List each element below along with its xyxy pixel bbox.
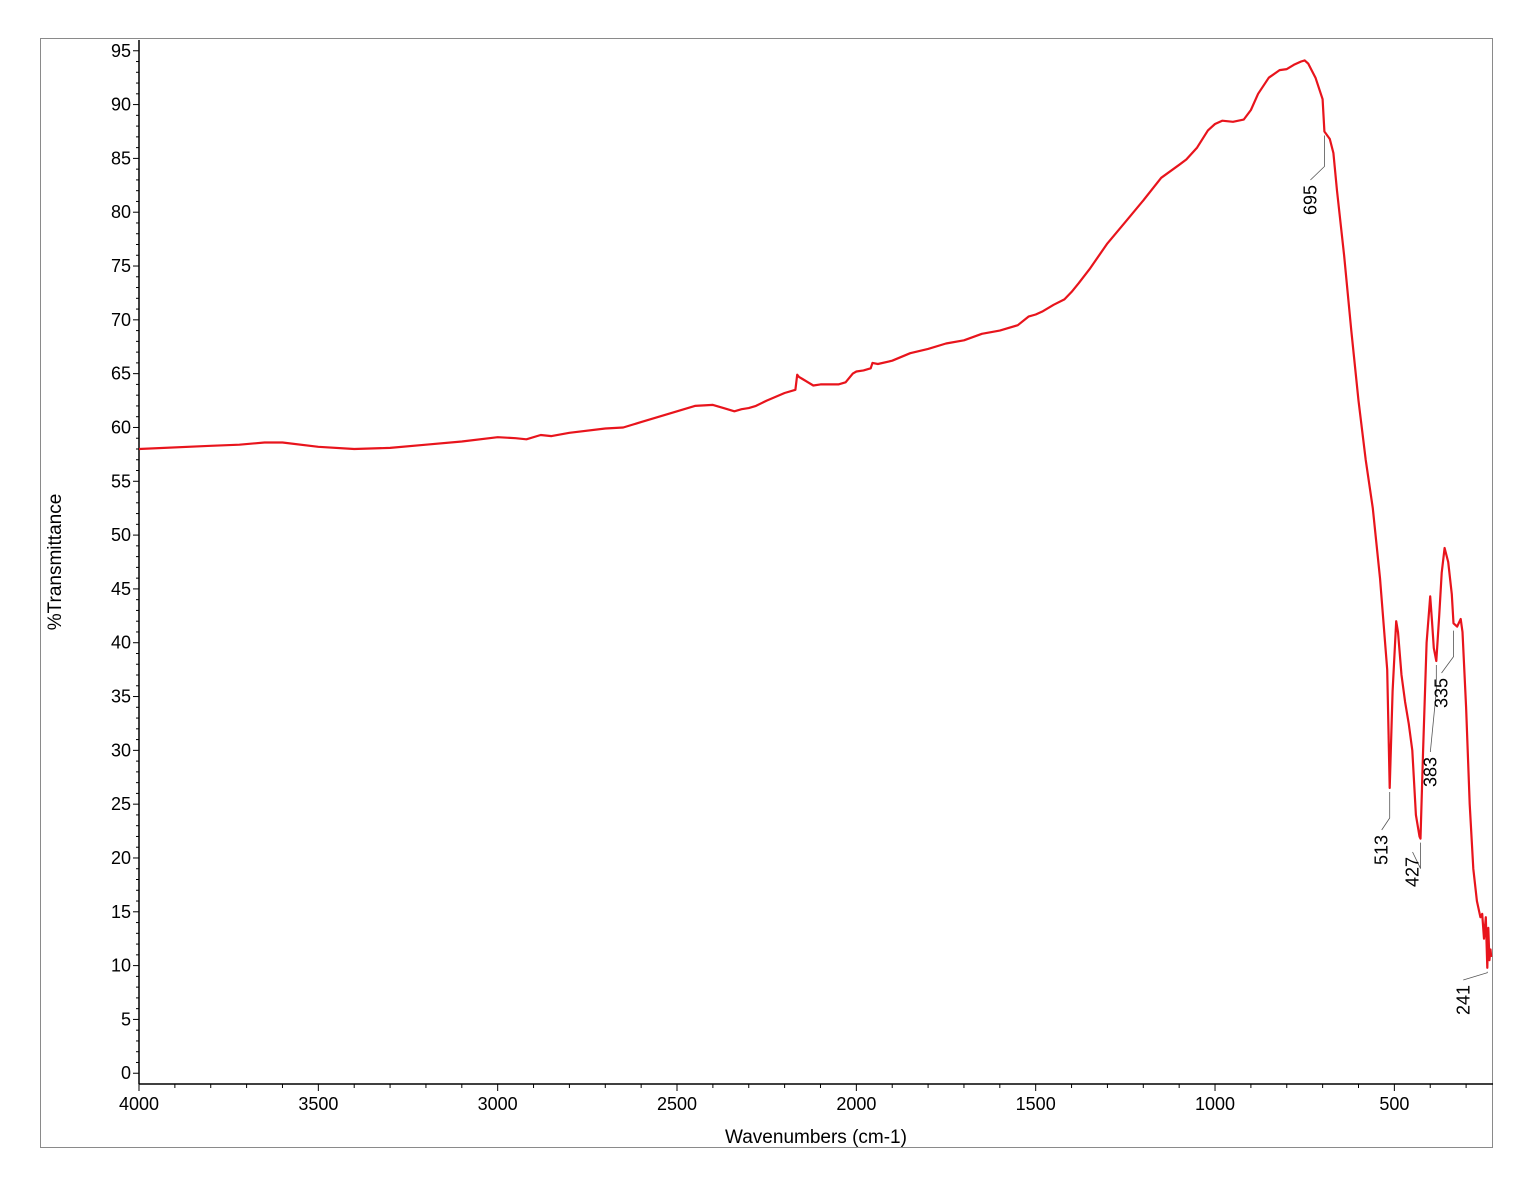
y-tick-label: 30 — [111, 740, 131, 760]
y-tick-label: 35 — [111, 687, 131, 707]
peak-annotation: 427 — [1403, 842, 1423, 887]
peak-leader-line — [1381, 792, 1391, 831]
peak-label: 695 — [1300, 185, 1320, 215]
peak-leader-line — [1441, 630, 1454, 674]
x-tick-label: 4000 — [119, 1094, 159, 1114]
y-tick-label: 95 — [111, 41, 131, 61]
peak-label: 241 — [1453, 985, 1473, 1015]
peak-leader-line — [1310, 135, 1325, 181]
y-tick-label: 85 — [111, 148, 131, 168]
x-tick-label: 500 — [1379, 1094, 1409, 1114]
y-tick-label: 55 — [111, 471, 131, 491]
x-tick-label: 2500 — [657, 1094, 697, 1114]
peak-label: 513 — [1372, 835, 1392, 865]
axes — [138, 40, 1493, 1085]
y-tick-label: 20 — [111, 848, 131, 868]
y-tick-label: 75 — [111, 256, 131, 276]
x-axis-title: Wavenumbers (cm-1) — [725, 1127, 907, 1148]
peak-annotation: 695 — [1300, 135, 1325, 215]
peak-annotation: 513 — [1372, 792, 1392, 865]
series-group — [138, 59, 1493, 969]
x-tick-label: 1000 — [1195, 1094, 1235, 1114]
y-tick-label: 25 — [111, 794, 131, 814]
peak-leader-line — [1429, 665, 1437, 753]
y-tick-label: 60 — [111, 417, 131, 437]
y-tick-label: 80 — [111, 202, 131, 222]
y-tick-label: 90 — [111, 95, 131, 115]
y-tick-label: 45 — [111, 579, 131, 599]
peak-leader-line — [1463, 971, 1488, 981]
y-tick-label: 10 — [111, 956, 131, 976]
y-axis-title: %Transmittance — [45, 494, 66, 631]
x-tick-label: 3000 — [478, 1094, 518, 1114]
spectrum-line-0 — [138, 59, 1493, 969]
y-tick-label: 65 — [111, 364, 131, 384]
y-axis-ticks: 0 5 10 15 20 25 30 35 40 45 50 55 60 65 70 75 80 85 90 95 — [111, 41, 139, 1083]
x-tick-label: 2000 — [836, 1094, 876, 1114]
x-axis-ticks: 4000 3500 3000 2500 2000 1500 1000 500 — [119, 1084, 1467, 1114]
peak-label: 335 — [1432, 678, 1452, 708]
x-tick-label: 3500 — [298, 1094, 338, 1114]
y-tick-label: 0 — [121, 1063, 131, 1083]
peak-annotation: 335 — [1432, 630, 1454, 708]
peak-annotation: 383 — [1420, 665, 1440, 787]
y-tick-label: 15 — [111, 902, 131, 922]
peak-label: 383 — [1420, 757, 1440, 787]
y-tick-label: 40 — [111, 633, 131, 653]
x-tick-label: 1500 — [1016, 1094, 1056, 1114]
peak-annotations: 695 513 427 383 335 241 — [1300, 135, 1488, 1015]
peak-annotation: 241 — [1453, 971, 1488, 1015]
y-tick-label: 5 — [121, 1009, 131, 1029]
y-tick-label: 70 — [111, 310, 131, 330]
y-tick-label: 50 — [111, 525, 131, 545]
peak-label: 427 — [1403, 857, 1423, 887]
peak-leader-line — [1412, 842, 1421, 869]
chart-frame — [40, 38, 1493, 1148]
